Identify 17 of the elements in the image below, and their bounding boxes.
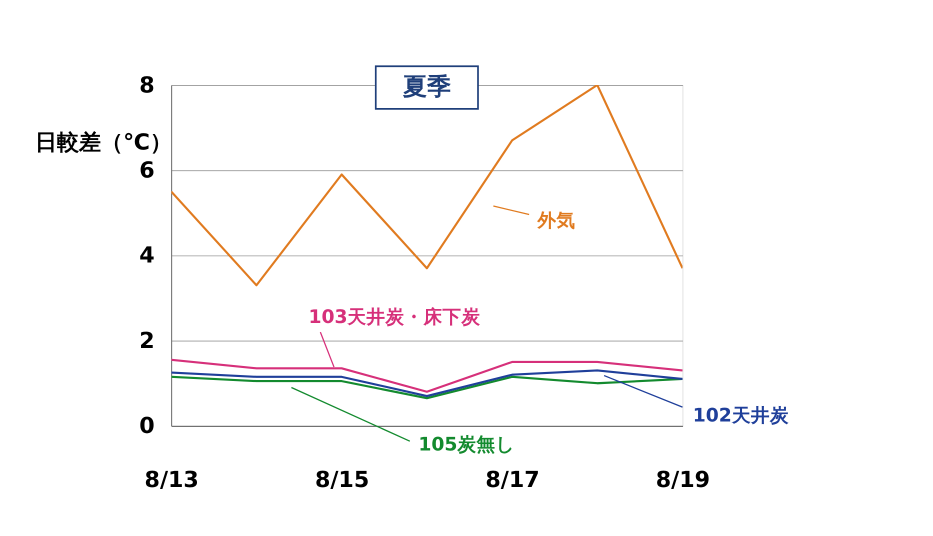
- y-axis-title: 日較差（℃）: [35, 129, 172, 156]
- line-series: [171, 369, 682, 398]
- y-tick-label: 6: [139, 157, 155, 184]
- x-tick-label: 8/17: [485, 466, 540, 493]
- series-label: 102天井炭: [692, 404, 790, 427]
- x-tick-label: 8/19: [656, 466, 710, 493]
- y-tick-label: 2: [139, 328, 155, 354]
- x-tick-label: 8/13: [144, 466, 199, 493]
- x-tick-label: 8/15: [314, 466, 370, 493]
- text: 103天井炭・床下炭: [308, 306, 482, 328]
- y-tick-label: 8: [139, 72, 155, 98]
- text: 105炭無し: [418, 434, 514, 456]
- y-tick-label: 0: [139, 413, 155, 440]
- y-tick-label: 4: [139, 242, 155, 269]
- line-series: [171, 376, 682, 400]
- legend-label: 外気: [536, 210, 576, 232]
- chart-title: 夏季: [402, 72, 451, 100]
